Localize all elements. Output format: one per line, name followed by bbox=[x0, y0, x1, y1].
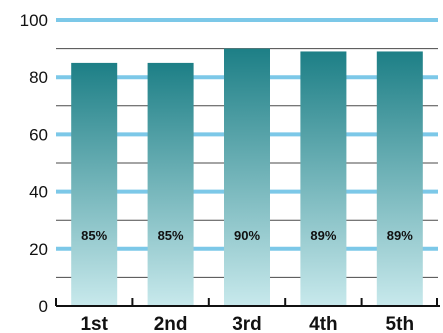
bar bbox=[147, 62, 194, 307]
y-tick-label: 40 bbox=[29, 183, 48, 202]
y-tick-label: 20 bbox=[29, 240, 48, 259]
data-label: 89% bbox=[310, 228, 336, 243]
x-tick-label: 5th bbox=[386, 314, 415, 333]
y-tick-label: 60 bbox=[29, 125, 48, 144]
data-label: 89% bbox=[387, 228, 413, 243]
x-tick-label: 4th bbox=[309, 314, 338, 333]
y-tick-label: 80 bbox=[29, 68, 48, 87]
bars bbox=[71, 48, 423, 307]
y-tick-label: 100 bbox=[20, 11, 48, 30]
labels: 0 20 40 60 80 100 85% 1st 85% 2nd 90% 3rd 89% 4th 89% 5… bbox=[20, 11, 414, 333]
bar bbox=[224, 48, 270, 306]
x-axis bbox=[55, 298, 440, 307]
bar bbox=[300, 51, 347, 307]
data-label: 85% bbox=[81, 228, 107, 243]
bar bbox=[376, 51, 423, 307]
bar bbox=[71, 62, 118, 307]
y-tick-label: 0 bbox=[39, 297, 48, 316]
data-label: 85% bbox=[158, 228, 184, 243]
x-tick-label: 1st bbox=[80, 314, 108, 333]
data-label: 90% bbox=[234, 228, 260, 243]
x-tick-label: 3rd bbox=[232, 314, 262, 333]
x-tick-label: 2nd bbox=[154, 314, 188, 333]
